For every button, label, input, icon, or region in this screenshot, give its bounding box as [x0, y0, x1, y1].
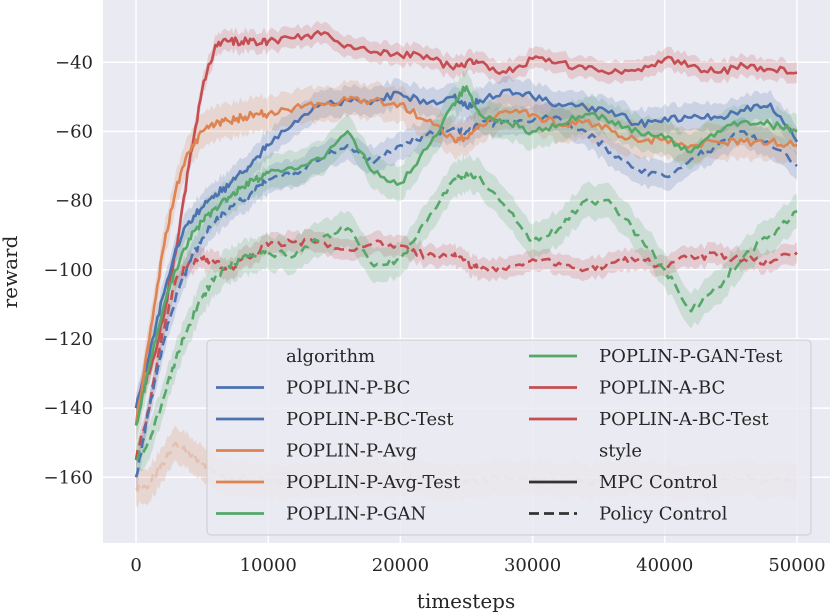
legend-label: POPLIN-P-GAN-Test: [599, 346, 783, 367]
legend-label: POPLIN-P-GAN: [286, 504, 426, 525]
legend-label: POPLIN-P-Avg: [286, 441, 417, 462]
chart: 01000020000300004000050000 −160−140−120−…: [0, 0, 830, 614]
x-tick-label: 30000: [504, 555, 561, 576]
x-tick-label: 10000: [240, 555, 297, 576]
legend-label: Policy Control: [599, 504, 728, 525]
legend: algorithm POPLIN-P-BC POPLIN-P-BC-Test POPL…: [207, 340, 811, 535]
x-tick-label: 50000: [768, 555, 825, 576]
legend-label: MPC Control: [599, 472, 718, 493]
y-tick-label: −160: [44, 467, 93, 488]
y-tick-label: −60: [55, 121, 93, 142]
legend-label: POPLIN-P-BC: [286, 378, 410, 399]
legend-label: POPLIN-A-BC-Test: [599, 409, 769, 430]
y-tick-label: −100: [44, 260, 93, 281]
y-axis-label: reward: [0, 235, 22, 308]
x-axis-label: timesteps: [417, 589, 515, 613]
x-tick-label: 40000: [636, 555, 693, 576]
y-tick-label: −120: [44, 329, 93, 350]
x-tick-label: 20000: [372, 555, 429, 576]
legend-header: style: [599, 441, 642, 462]
y-tick-labels: −160 −140 −120 −100 −80 −60 −40: [44, 52, 93, 488]
y-tick-label: −140: [44, 398, 93, 419]
y-tick-label: −80: [55, 191, 93, 212]
legend-label: POPLIN-P-Avg-Test: [286, 472, 461, 493]
legend-label: POPLIN-A-BC: [599, 378, 725, 399]
x-tick-labels: 0 10000 20000 30000 40000 50000: [130, 555, 825, 576]
legend-label: POPLIN-P-BC-Test: [286, 409, 454, 430]
x-tick-label: 0: [130, 555, 141, 576]
y-tick-label: −40: [55, 52, 93, 73]
legend-header: algorithm: [286, 346, 375, 367]
